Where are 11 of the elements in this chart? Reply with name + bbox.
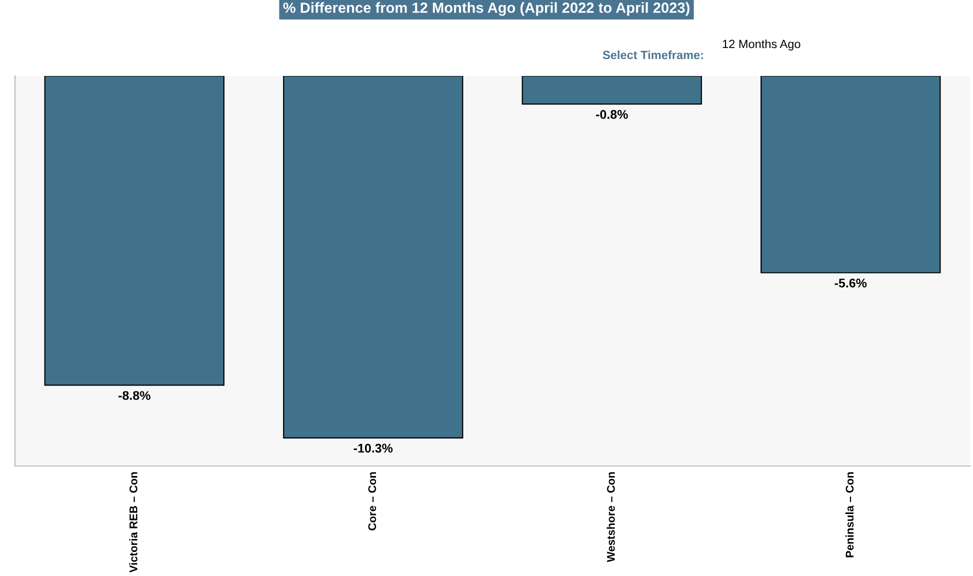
- text: Select Timeframe:: [602, 50, 703, 60]
- x-tick-label: Core – Con: [368, 472, 376, 530]
- data-label: -8.8%: [118, 391, 150, 400]
- x-tick-label: Peninsula – Con: [845, 472, 854, 558]
- data-label: -10.3%: [354, 444, 393, 453]
- data-label: -0.8%: [596, 110, 628, 119]
- text: 12 Months Ago: [722, 40, 800, 50]
- chart-title: % Difference from 12 Months Ago (April 2022 to April 2023): [283, 2, 690, 16]
- data-label: -5.6%: [834, 278, 867, 288]
- x-tick-label: Victoria REB – Con: [129, 472, 138, 573]
- x-tick-label: Westshore – Con: [606, 472, 615, 562]
